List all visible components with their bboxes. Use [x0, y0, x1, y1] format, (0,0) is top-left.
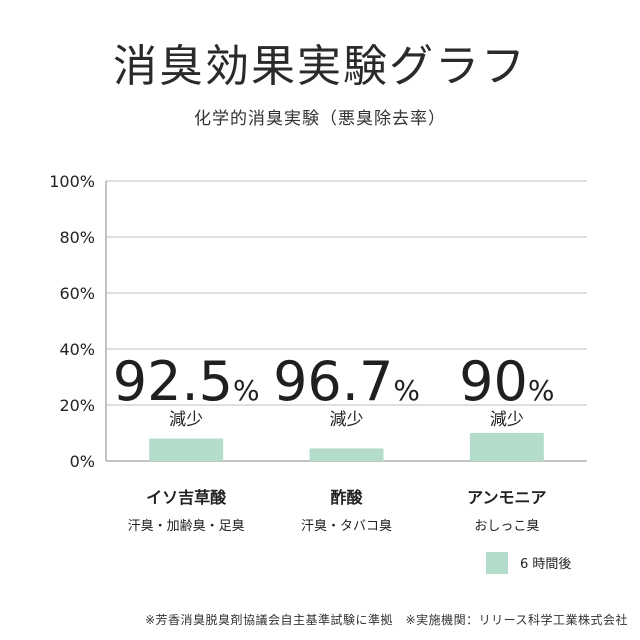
reduction-value-label: 90%: [459, 350, 554, 413]
reduction-caption-label: 減少: [330, 410, 364, 430]
x-category-label: アンモニア: [467, 488, 546, 507]
y-tick-label: 60%: [59, 284, 95, 303]
y-tick-label: 0%: [70, 452, 95, 471]
y-tick-label: 80%: [59, 228, 95, 247]
x-category-label: 酢酸: [330, 488, 363, 507]
footnote: ※芳香消臭脱臭剤協議会自主基準試験に準拠 ※実施機関：リリース科学工業株式会社: [144, 613, 628, 627]
chart-title: 消臭効果実験グラフ: [113, 41, 527, 92]
reduction-value-label: 92.5%: [113, 350, 260, 413]
bar: [309, 448, 384, 461]
bar: [469, 433, 544, 461]
x-category-note: おしっこ臭: [474, 519, 539, 534]
reduction-caption-label: 減少: [169, 410, 203, 430]
x-category-note: 汗臭・加齢臭・足臭: [128, 519, 245, 534]
y-tick-label: 100%: [49, 172, 95, 191]
reduction-value-label: 96.7%: [273, 350, 420, 413]
y-tick-label: 40%: [59, 340, 95, 359]
bar: [149, 438, 224, 461]
legend-swatch: [486, 552, 508, 574]
chart-subtitle: 化学的消臭実験（悪臭除去率）: [194, 109, 446, 129]
x-category-label: イソ吉草酸: [146, 488, 227, 507]
y-tick-label: 20%: [59, 396, 95, 415]
legend-label: 6 時間後: [520, 557, 571, 572]
reduction-caption-label: 減少: [490, 410, 524, 430]
x-category-note: 汗臭・タバコ臭: [301, 519, 392, 534]
